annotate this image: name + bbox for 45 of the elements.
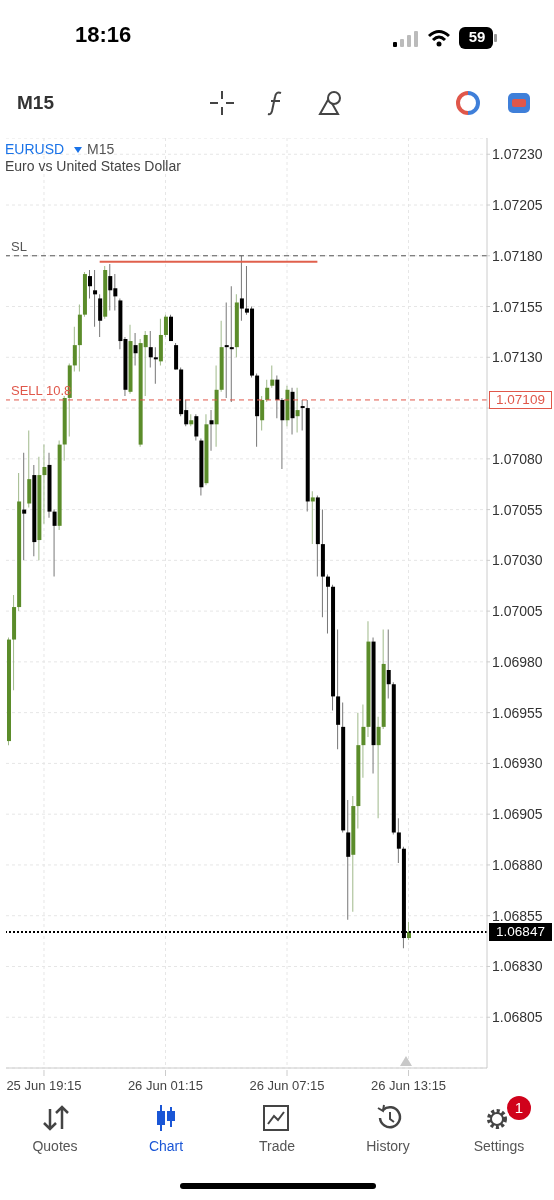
y-tick-label: 1.06880 — [492, 856, 543, 873]
y-tick-label: 1.06955 — [492, 704, 543, 721]
y-tick-label: 1.07205 — [492, 196, 543, 213]
y-tick-label: 1.06855 — [492, 907, 543, 924]
y-tick-label: 1.07155 — [492, 298, 543, 315]
candlestick — [209, 410, 214, 451]
y-tick-label: 1.06805 — [492, 1009, 543, 1026]
y-tick-label: 1.06930 — [492, 755, 543, 772]
y-tick-label: 1.07055 — [492, 501, 543, 518]
y-tick-label: 1.07030 — [492, 552, 543, 569]
candlestick — [22, 452, 27, 561]
ref-line-label: SL — [11, 238, 27, 254]
x-tick-label: 25 Jun 19:15 — [6, 1078, 82, 1093]
y-tick-label: 1.07005 — [492, 603, 543, 620]
text: 59 — [467, 28, 487, 45]
text: Settings — [472, 1138, 526, 1154]
text: 18:16 — [75, 22, 132, 48]
text: History — [365, 1138, 411, 1154]
candlestick — [42, 444, 47, 524]
text: Chart — [147, 1138, 185, 1154]
candlestick — [229, 286, 234, 402]
y-tick-label: 1.07130 — [492, 349, 543, 366]
x-tick-label: 26 Jun 07:15 — [249, 1078, 325, 1093]
candlestick — [300, 399, 305, 431]
candlestick — [153, 347, 158, 384]
candlestick — [93, 269, 98, 327]
y-tick-label: 1.07180 — [492, 247, 543, 264]
text: 1.07109 — [489, 390, 552, 409]
text: Euro vs United States Dollar — [5, 158, 181, 174]
text: 1 — [513, 1099, 525, 1116]
candlestick — [310, 491, 315, 545]
y-tick-label: 1.07080 — [492, 450, 543, 467]
x-tick-label: 26 Jun 01:15 — [127, 1078, 204, 1093]
candlestick — [224, 302, 229, 398]
x-tick-label: 26 Jun 13:15 — [370, 1078, 447, 1093]
text: 1.06847 — [489, 922, 552, 941]
text: Quotes — [31, 1138, 79, 1154]
y-tick-label: 1.07230 — [492, 146, 543, 163]
y-tick-label: 1.06830 — [492, 958, 543, 975]
y-tick-label: 1.06905 — [492, 806, 543, 823]
annotation: M15 — [87, 141, 115, 157]
text: M15 — [17, 92, 54, 114]
text: Trade — [257, 1138, 297, 1154]
y-tick-label: 1.06980 — [492, 653, 543, 670]
chart-title: EURUSD — [5, 141, 65, 157]
